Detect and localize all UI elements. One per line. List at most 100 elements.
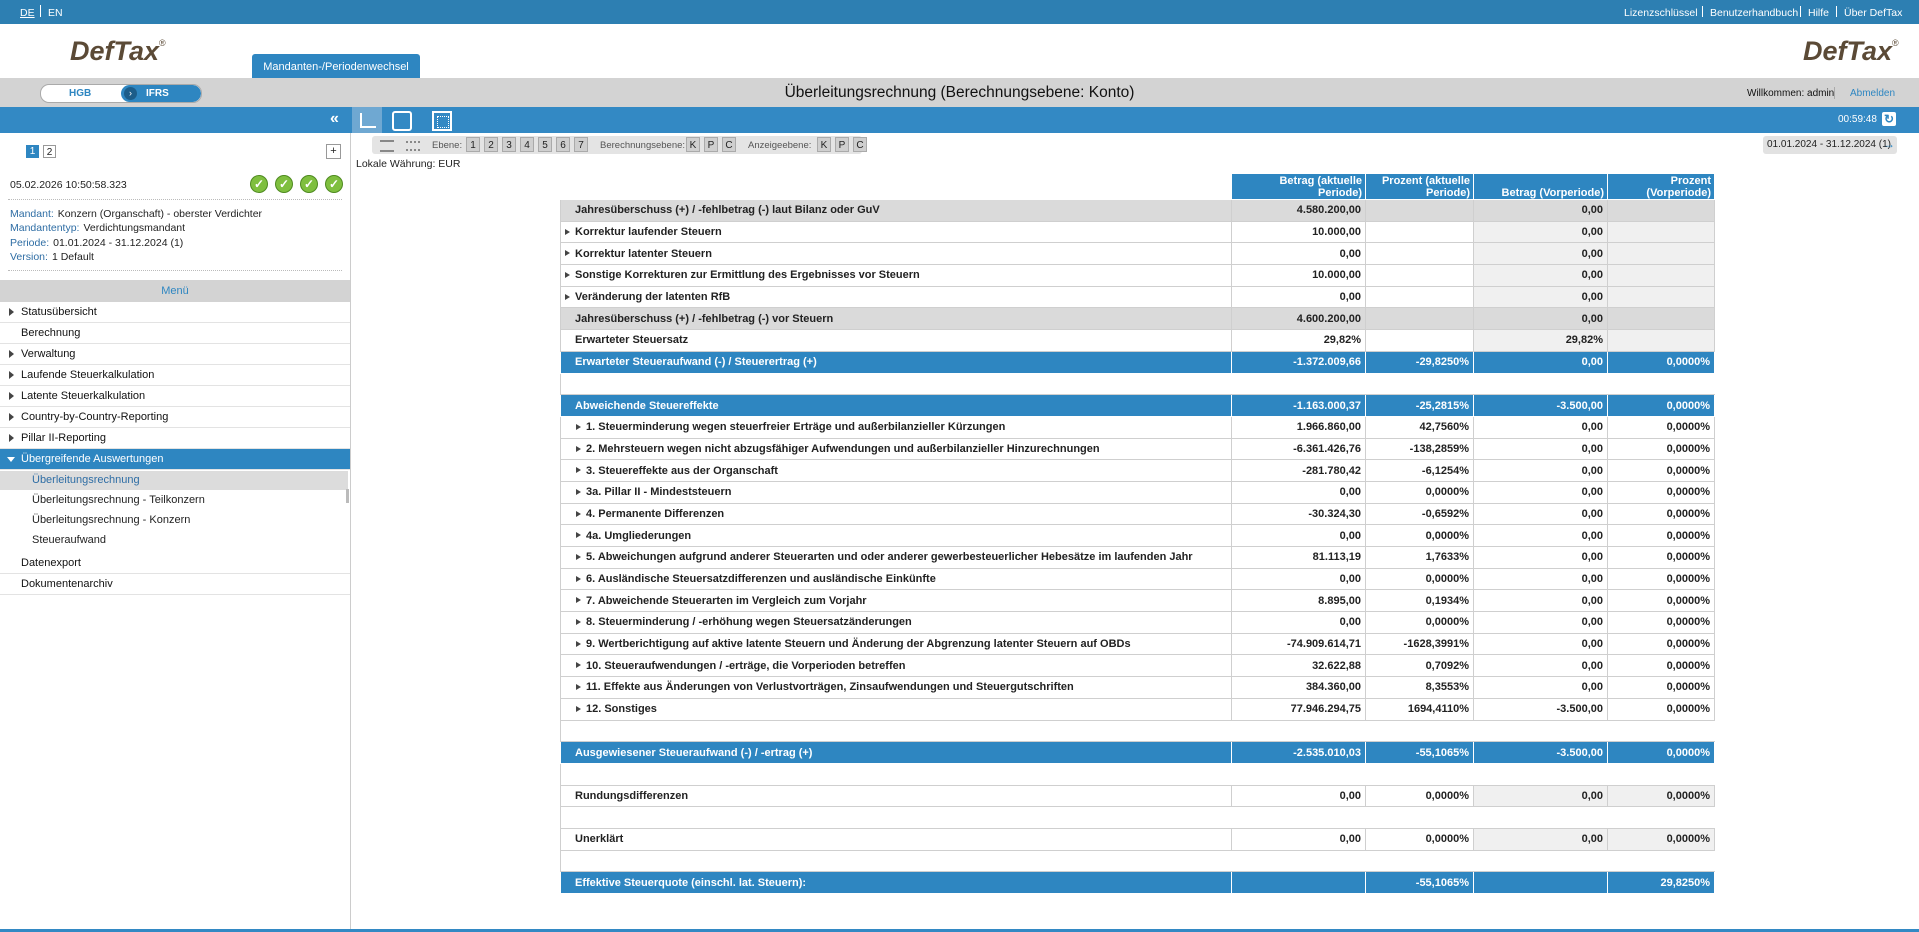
spacer-row <box>560 372 1715 396</box>
menu-item[interactable]: Dokumentenarchiv <box>0 574 350 595</box>
submenu-item[interactable]: Überleitungsrechnung - Konzern <box>32 514 191 526</box>
menu-item[interactable]: Datenexport <box>0 553 350 574</box>
submenu-item[interactable]: Überleitungsrechnung - Teilkonzern <box>32 494 205 506</box>
top-link[interactable]: Über DefTax <box>1844 7 1903 19</box>
spacer-cell <box>560 849 1715 873</box>
item-row[interactable]: Korrektur laufender Steuern 10.000,00 0,00 <box>560 220 1715 244</box>
filter-button[interactable]: P <box>704 137 718 152</box>
top-link[interactable]: Hilfe <box>1808 7 1830 19</box>
top-link[interactable]: Benutzerhandbuch <box>1710 7 1799 19</box>
add-button[interactable]: + <box>326 144 341 159</box>
filter-button[interactable]: 3 <box>502 137 516 152</box>
standard-toggle[interactable]: HGB › IFRS <box>40 84 202 103</box>
value-cell: 29,82% <box>1231 329 1366 352</box>
icon-button[interactable] <box>352 107 382 133</box>
item-row[interactable]: 10. Steueraufwendungen / -erträge, die V… <box>560 654 1715 678</box>
value-cell <box>1365 242 1474 266</box>
value-cell: 77.946.294,75 <box>1231 697 1366 721</box>
period-selector[interactable]: 01.01.2024 - 31.12.2024 (1) → <box>1763 136 1897 154</box>
menu-label: Latente Steuerkalkulation <box>21 390 146 402</box>
menu-item[interactable]: Latente Steuerkalkulation <box>0 386 350 407</box>
item-row[interactable]: 3. Steuereffekte aus der Organschaft -281… <box>560 459 1715 482</box>
spacer-cell <box>560 372 1715 396</box>
value-cell <box>1607 329 1715 352</box>
page-tab[interactable]: 1 <box>26 145 39 158</box>
total-row: Abweichende Steuereffekte -1.163.000,37 -2… <box>560 394 1715 417</box>
toggle-option[interactable]: IFRS <box>146 88 169 99</box>
item-row[interactable]: 4a. Umgliederungen 0,00 0,0000% 0,00 0,0000% <box>560 524 1715 547</box>
item-row[interactable]: 3a. Pillar II - Mindeststeuern 0,00 0,0000… <box>560 480 1715 504</box>
menu-label: Datenexport <box>21 557 81 569</box>
filter-button[interactable]: P <box>835 137 849 152</box>
menu-item[interactable]: Übergreifende Auswertungen <box>0 449 350 470</box>
filter-button[interactable]: 1 <box>466 137 480 152</box>
item-row[interactable]: 2. Mehrsteuern wegen nicht abzugsfähiger… <box>560 437 1715 461</box>
filter-button[interactable]: 6 <box>556 137 570 152</box>
item-row[interactable]: Korrektur latenter Steuern 0,00 0,00 <box>560 242 1715 266</box>
submenu-item[interactable]: Überleitungsrechnung <box>0 471 348 490</box>
item-row[interactable]: 4. Permanente Differenzen -30.324,30 -0,65… <box>560 502 1715 526</box>
menu-item[interactable]: Statusübersicht <box>0 302 350 323</box>
icon[interactable] <box>380 140 394 152</box>
logout-link[interactable]: Abmelden <box>1850 88 1896 99</box>
label-cell: 6. Ausländische Steuersatzdifferenzen un… <box>560 567 1232 591</box>
menu-item[interactable]: Berechnung <box>0 323 350 344</box>
language-link[interactable]: DE <box>20 7 35 19</box>
filter-button[interactable]: K <box>817 137 831 152</box>
tab[interactable]: Mandanten-/Periodenwechsel <box>252 54 420 78</box>
value-cell: 0,0000% <box>1607 437 1715 461</box>
menu-item[interactable]: Laufende Steuerkalkulation <box>0 365 350 386</box>
item-row[interactable]: 9. Wertberichtigung auf aktive latente S… <box>560 632 1715 656</box>
expand-icon <box>576 575 581 582</box>
filter-button[interactable]: 2 <box>484 137 498 152</box>
value-cell: 0,00 <box>1473 632 1608 656</box>
icon-button[interactable] <box>392 111 412 131</box>
item-row[interactable]: 6. Ausländische Steuersatzdifferenzen un… <box>560 567 1715 591</box>
item-row[interactable]: 11. Effekte aus Änderungen von Verlustvo… <box>560 676 1715 699</box>
item-row[interactable]: Veränderung der latenten RfB 0,00 0,00 <box>560 285 1715 309</box>
value-cell: 0,00 <box>1231 827 1366 851</box>
top-link[interactable]: Lizenzschlüssel <box>1624 7 1698 19</box>
filter-button[interactable]: 5 <box>538 137 552 152</box>
value-cell: 1,7633% <box>1365 546 1474 569</box>
filter-button[interactable]: 7 <box>574 137 588 152</box>
value-cell <box>1365 307 1474 331</box>
item-row[interactable]: 12. Sonstiges 77.946.294,75 1694,4110% -3.5… <box>560 697 1715 721</box>
submenu-item[interactable]: Steueraufwand <box>32 534 106 546</box>
logo-text: DefTax <box>1803 36 1893 66</box>
page-tab[interactable]: 2 <box>43 145 56 158</box>
icon[interactable] <box>406 141 420 151</box>
item-row[interactable]: 5. Abweichungen aufgrund anderer Steuera… <box>560 546 1715 569</box>
filter-button[interactable]: 4 <box>520 137 534 152</box>
menu-item[interactable]: Pillar II-Reporting <box>0 428 350 449</box>
item-row[interactable]: 8. Steuerminderung / -erhöhung wegen Ste… <box>560 611 1715 634</box>
filter-button[interactable]: K <box>686 137 700 152</box>
filter-button[interactable]: C <box>722 137 736 152</box>
header-cell: Prozent (aktuelle Periode) <box>1365 173 1474 200</box>
item-row[interactable]: Sonstige Korrekturen zur Ermittlung des … <box>560 264 1715 287</box>
info-row: Version: 1 Default <box>10 251 94 263</box>
label-cell: Sonstige Korrekturen zur Ermittlung des … <box>560 264 1232 287</box>
icon-button[interactable] <box>432 111 452 131</box>
value-cell: 42,7560% <box>1365 415 1474 439</box>
label-cell: 5. Abweichungen aufgrund anderer Steuera… <box>560 546 1232 569</box>
header-row: Betrag (aktuelle Periode) Prozent (aktuel… <box>560 173 1715 200</box>
divider <box>8 199 342 200</box>
value-cell: 0,0000% <box>1607 394 1715 417</box>
toggle-option[interactable]: HGB <box>69 88 92 99</box>
language-link[interactable]: EN <box>48 7 63 19</box>
value-cell <box>1473 871 1608 894</box>
filter-button[interactable]: C <box>853 137 867 152</box>
menu-item[interactable]: Country-by-Country-Reporting <box>0 407 350 428</box>
refresh-button[interactable]: ↻ <box>1882 112 1896 126</box>
item-row[interactable]: 7. Abweichende Steuerarten im Vergleich … <box>560 589 1715 613</box>
expand-icon <box>576 488 581 495</box>
row-label: 6. Ausländische Steuersatzdifferenzen un… <box>586 573 936 586</box>
value-cell: -3.500,00 <box>1473 697 1608 721</box>
welcome: Willkommen: admin <box>1747 88 1835 99</box>
item-row[interactable]: 1. Steuerminderung wegen steuerfreier Er… <box>560 415 1715 439</box>
menu-item[interactable]: Verwaltung <box>0 344 350 365</box>
collapse-button[interactable]: « <box>330 110 339 127</box>
value-cell: 4.600.200,00 <box>1231 307 1366 331</box>
expand-icon <box>576 532 581 539</box>
